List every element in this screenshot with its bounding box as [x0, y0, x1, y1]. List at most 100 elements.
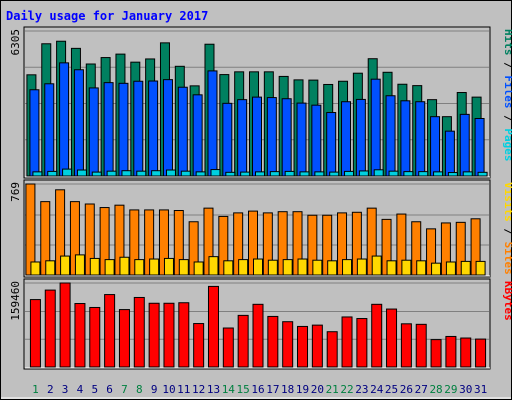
kbytes-bar — [44, 289, 56, 368]
visits-bar — [312, 259, 323, 276]
legend-part: / — [502, 56, 512, 76]
pages-bar — [165, 169, 176, 177]
files-bar — [430, 116, 441, 177]
x-tick-label: 29 — [444, 383, 457, 396]
x-tick-label: 22 — [340, 383, 353, 396]
visits-bar — [163, 257, 174, 276]
legend-part: Files — [502, 75, 512, 108]
chart-title: Daily usage for January 2017 — [6, 9, 208, 23]
x-tick-label: 4 — [77, 383, 84, 396]
x-tick-label: 25 — [385, 383, 398, 396]
kbytes-bar — [148, 302, 160, 368]
pages-bar — [462, 171, 473, 177]
pages-bar — [255, 171, 265, 177]
kbytes-bar — [445, 335, 457, 368]
legend-part: / — [502, 222, 512, 242]
visits-bar — [89, 257, 100, 276]
pages-bar — [32, 171, 43, 177]
pages-bar — [329, 171, 340, 177]
kbytes-bar — [356, 318, 368, 368]
visits-bar — [282, 259, 293, 276]
files-bar — [148, 80, 159, 177]
x-tick-label: 6 — [106, 383, 113, 396]
kbytes-bar — [207, 285, 219, 368]
kbytes-bar — [400, 323, 412, 368]
files-bar — [133, 80, 144, 177]
visits-bar — [119, 256, 130, 276]
x-tick-label: 9 — [151, 383, 158, 396]
pages-bar — [344, 170, 355, 177]
visits-bar — [342, 259, 353, 276]
x-tick-label: 24 — [370, 383, 384, 396]
pages-bar — [299, 171, 310, 177]
legend-part: Hits — [502, 29, 512, 56]
legend-part: KBytes — [502, 281, 512, 321]
files-bar — [341, 101, 352, 177]
kbytes-bar — [415, 323, 427, 368]
files-bar — [73, 69, 84, 177]
kbytes-bar — [475, 338, 487, 368]
files-bar — [29, 89, 40, 177]
kbytes-bar — [371, 303, 383, 368]
files-bar — [355, 98, 366, 177]
visits-bar — [208, 256, 219, 276]
y-max-label: 159460 — [9, 281, 22, 321]
x-tick-label: 28 — [429, 383, 442, 396]
kbytes-bar — [29, 299, 41, 368]
files-bar — [222, 102, 233, 177]
files-bar — [192, 94, 203, 177]
pages-bar — [284, 170, 295, 177]
visits-bar — [45, 260, 56, 276]
kbytes-bar — [252, 303, 264, 368]
kbytes-bar — [163, 302, 175, 368]
sites-bar — [25, 183, 36, 276]
kbytes-bar — [297, 325, 309, 368]
legend-part: Pages — [502, 128, 512, 161]
pages-bar — [358, 170, 369, 177]
pages-bar — [195, 171, 206, 177]
files-bar — [415, 101, 426, 177]
x-tick-label: 11 — [177, 383, 190, 396]
series-legend: KBytes — [502, 281, 512, 321]
visits-bar — [178, 259, 189, 276]
visits-bar — [134, 259, 145, 276]
pages-bar — [47, 170, 58, 177]
visits-bar — [60, 255, 71, 276]
pages-bar — [433, 171, 444, 177]
pages-bar — [225, 171, 236, 177]
visits-bar — [253, 258, 263, 276]
chart-panels: 6305 Hits / Files / Pages 769 Visits / Site… — [9, 26, 512, 370]
files-bar — [281, 98, 292, 177]
pages-bar — [121, 170, 132, 177]
x-tick-label: 21 — [326, 383, 339, 396]
x-tick-label: 3 — [62, 383, 69, 396]
chart-panel-2: 769 Visits / Sites — [9, 179, 512, 278]
legend-part: / — [502, 109, 512, 129]
visits-bar — [431, 262, 442, 276]
files-bar — [252, 96, 262, 177]
visits-bar — [149, 258, 160, 276]
x-tick-label: 18 — [281, 383, 294, 396]
files-bar — [474, 118, 485, 177]
kbytes-bar — [237, 314, 249, 368]
files-bar — [370, 78, 381, 177]
files-bar — [59, 62, 70, 177]
visits-bar — [327, 260, 338, 276]
files-bar — [207, 70, 218, 177]
kbytes-bar — [267, 315, 279, 368]
visits-bar — [238, 259, 249, 276]
files-bar — [44, 83, 55, 177]
files-bar — [296, 102, 307, 177]
x-tick-label: 15 — [237, 383, 250, 396]
x-tick-label: 17 — [266, 383, 279, 396]
pages-bar — [388, 170, 399, 177]
x-tick-label: 31 — [474, 383, 487, 396]
pages-bar — [136, 170, 147, 177]
pages-bar — [373, 169, 384, 177]
kbytes-bar — [133, 296, 145, 368]
legend-part: Sites — [502, 242, 512, 275]
pages-bar — [269, 171, 280, 177]
x-tick-label: 30 — [459, 383, 472, 396]
